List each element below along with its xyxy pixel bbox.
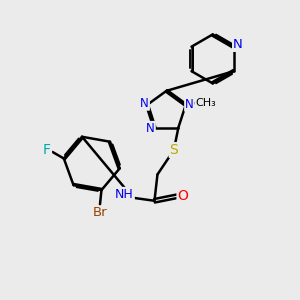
Text: S: S (169, 143, 178, 157)
Text: N: N (146, 122, 155, 135)
Text: Br: Br (93, 206, 107, 219)
Text: N: N (233, 38, 243, 51)
Text: F: F (43, 143, 51, 158)
Text: N: N (185, 98, 194, 111)
Text: N: N (140, 97, 149, 110)
Text: CH₃: CH₃ (195, 98, 216, 107)
Text: O: O (177, 189, 188, 203)
Text: NH: NH (115, 188, 134, 201)
